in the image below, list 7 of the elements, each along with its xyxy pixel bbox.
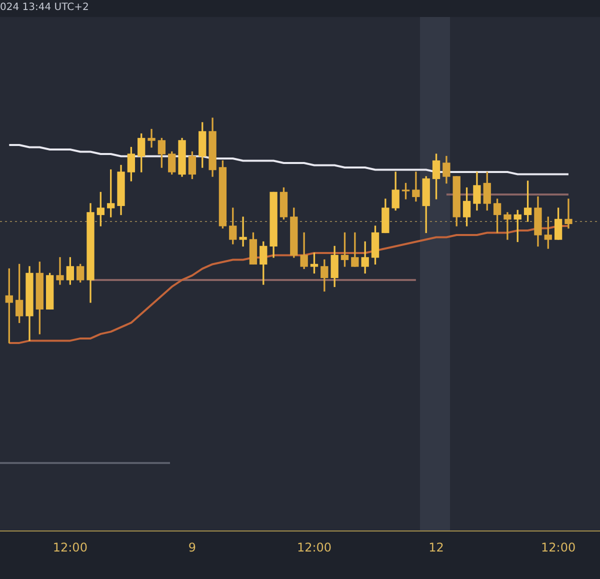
x-tick-label: 12:00 bbox=[296, 540, 332, 554]
x-tick-label: 9 bbox=[188, 540, 196, 554]
x-tick-label: 12 bbox=[428, 540, 444, 554]
x-tick-label: 12:00 bbox=[52, 540, 88, 554]
x-tick-label: 12:00 bbox=[541, 540, 576, 554]
candlestick bbox=[402, 182, 410, 200]
text: 024 13:44 UTC+2 bbox=[0, 2, 89, 13]
